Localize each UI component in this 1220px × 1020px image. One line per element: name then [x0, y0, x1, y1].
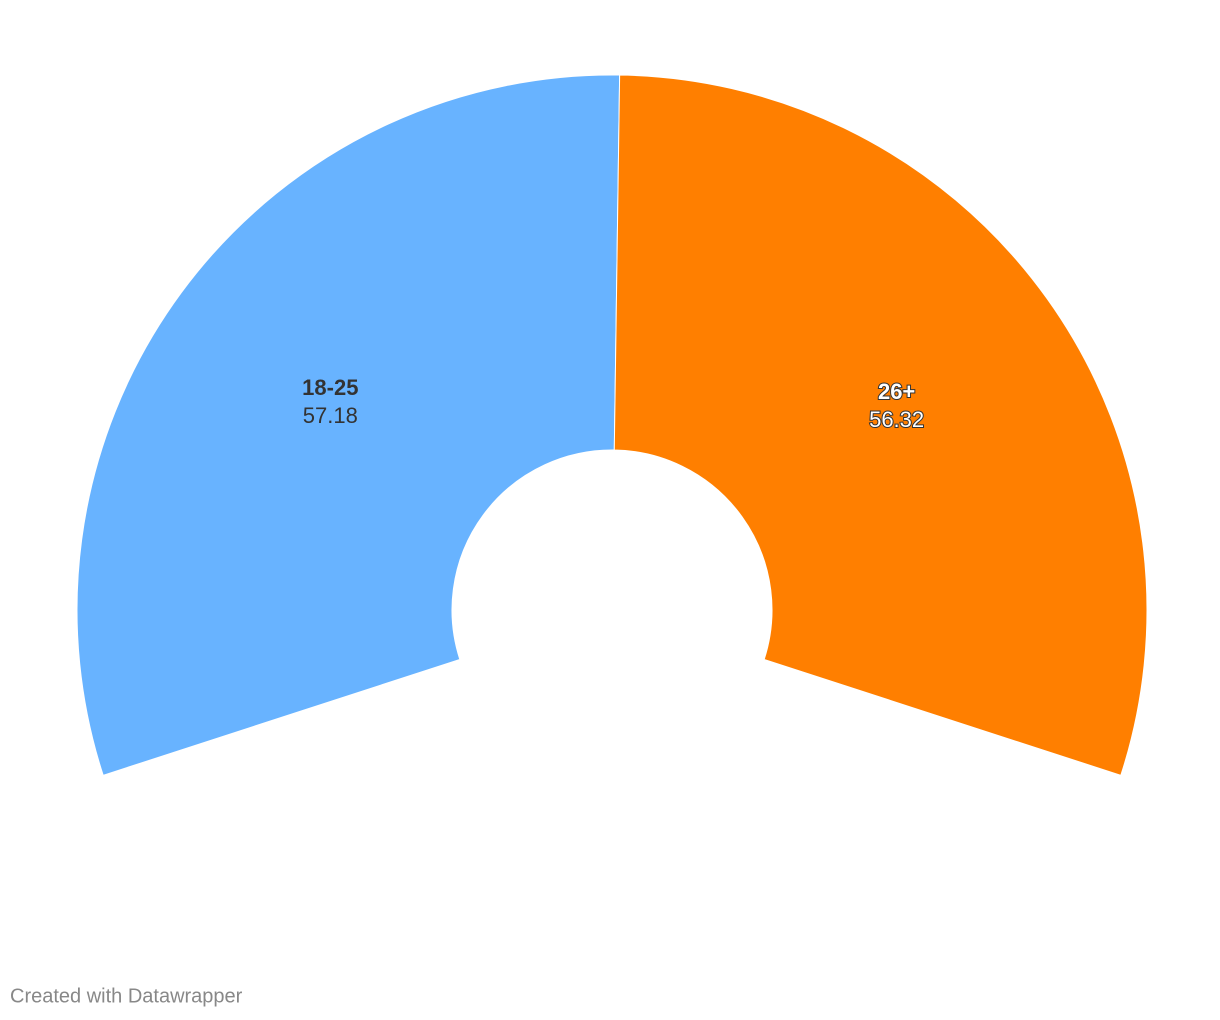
slice	[76, 74, 621, 776]
labels: 18-25 57.18 26+ 56.32	[302, 375, 925, 433]
slice-label: 26+	[878, 379, 915, 404]
slices	[76, 74, 1148, 776]
value-label: 56.32	[869, 407, 924, 432]
slice	[613, 74, 1148, 776]
slice-label: 18-25	[302, 375, 358, 400]
value-label: 57.18	[303, 403, 358, 428]
credit: Created with Datawrapper	[10, 985, 243, 1007]
